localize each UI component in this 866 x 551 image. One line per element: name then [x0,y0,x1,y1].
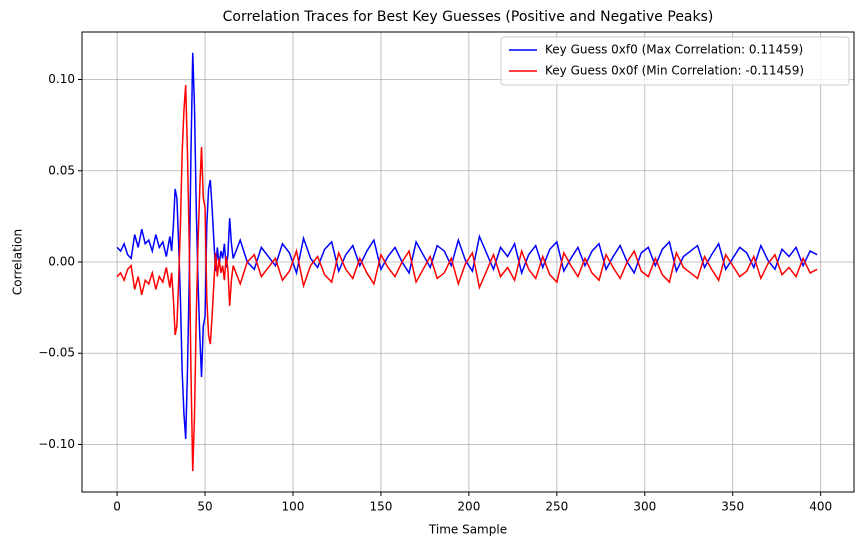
y-tick-label: 0.00 [48,255,75,269]
x-tick-label: 400 [809,500,832,514]
x-tick-label: 250 [545,500,568,514]
y-tick-label: 0.10 [48,72,75,86]
x-tick-label: 0 [113,500,121,514]
x-tick-label: 150 [369,500,392,514]
x-tick-label: 350 [721,500,744,514]
legend-label: Key Guess 0x0f (Min Correlation: -0.1145… [545,64,804,78]
x-tick-label: 300 [633,500,656,514]
series-line [116,52,818,440]
y-axis-label: Correlation [11,229,25,295]
y-tick-label: 0.05 [48,163,75,177]
legend-box [500,36,850,86]
chart-title: Correlation Traces for Best Key Guesses … [223,9,714,25]
x-tick-label: 50 [197,500,212,514]
x-tick-label: 200 [457,500,480,514]
legend-label: Key Guess 0xf0 (Max Correlation: 0.11459… [545,43,803,57]
series-line [116,84,818,472]
y-tick-label: −0.05 [38,346,75,360]
y-tick-label: −0.10 [38,437,75,451]
x-axis-label: Time Sample [428,523,507,537]
plot-frame [81,31,855,493]
x-tick-label: 100 [282,500,305,514]
